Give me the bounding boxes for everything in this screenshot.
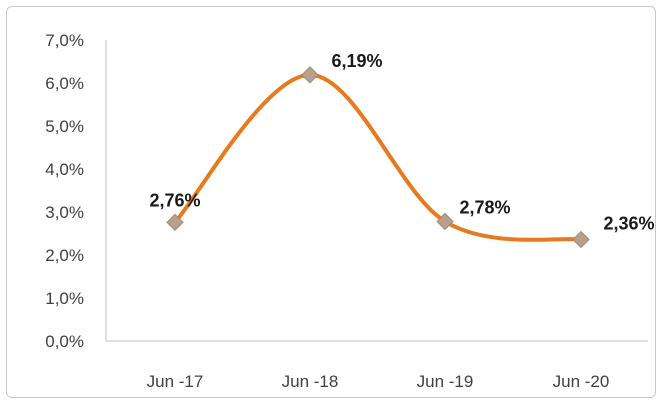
series-line [173,72,583,242]
x-tick-label: Jun -18 [282,372,339,391]
x-tick-label: Jun -19 [417,372,474,391]
y-tick-label: 0,0% [45,332,84,351]
x-tick-label: Jun -20 [553,372,610,391]
data-label: 6,19% [331,51,382,71]
data-label: 2,76% [149,190,200,210]
data-label: 2,36% [603,214,654,234]
data-point-marker [436,212,454,231]
y-tick-label: 5,0% [45,117,84,136]
y-tick-label: 6,0% [45,74,84,93]
x-tick-label: Jun -17 [147,372,204,391]
y-tick-label: 1,0% [45,289,84,308]
y-tick-label: 4,0% [45,160,84,179]
data-label: 2,78% [459,197,510,217]
y-tick-label: 2,0% [45,246,84,265]
data-point-marker [301,66,319,84]
chart-frame [6,6,656,398]
data-point-marker [572,230,590,249]
data-point-marker [166,213,184,232]
y-tick-label: 7,0% [45,31,84,50]
y-tick-label: 3,0% [45,203,84,222]
